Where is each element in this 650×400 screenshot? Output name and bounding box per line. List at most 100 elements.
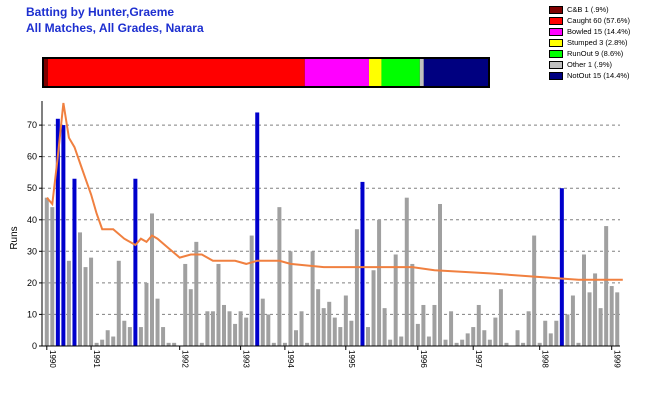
innings-bar — [377, 219, 382, 346]
legend-item: C&B 1 (.9%) — [549, 4, 647, 15]
innings-bar — [100, 339, 105, 346]
legend-label: Bowled 15 (14.4%) — [567, 27, 631, 36]
innings-bar — [161, 327, 166, 346]
y-tick-label: 70 — [27, 120, 37, 130]
innings-bar — [89, 257, 94, 346]
innings-bar — [188, 289, 193, 346]
innings-bar — [44, 197, 49, 346]
legend-item: Caught 60 (57.6%) — [549, 15, 647, 26]
y-axis-label: Runs — [9, 226, 20, 249]
innings-bar — [537, 342, 542, 346]
dismissal-segment-notout — [423, 59, 488, 86]
notout-bar — [360, 181, 365, 346]
innings-bar — [526, 311, 531, 346]
legend: C&B 1 (.9%) Caught 60 (57.6%) Bowled 15 (1… — [549, 4, 647, 81]
innings-bar — [238, 311, 243, 346]
x-tick-label: 1992 — [181, 350, 190, 368]
innings-bar — [415, 323, 420, 346]
innings-bar — [432, 304, 437, 346]
innings-bars — [44, 112, 620, 346]
innings-bar — [138, 327, 143, 346]
x-tick-label: 1996 — [419, 350, 428, 368]
legend-item: Stumped 3 (2.8%) — [549, 37, 647, 48]
legend-label: Stumped 3 (2.8%) — [567, 38, 628, 47]
legend-label: C&B 1 (.9%) — [567, 5, 609, 14]
innings-bar — [393, 254, 398, 346]
legend-label: Other 1 (.9%) — [567, 60, 613, 69]
innings-bar — [194, 241, 199, 346]
innings-bar — [421, 304, 426, 346]
axes — [41, 101, 620, 347]
innings-bar — [587, 292, 592, 346]
innings-bar — [349, 320, 354, 346]
innings-bar — [570, 295, 575, 346]
innings-bar — [388, 339, 393, 346]
x-tick-label: 1995 — [347, 350, 356, 368]
average-line — [46, 102, 623, 281]
legend-swatch — [549, 71, 563, 80]
innings-bar — [127, 327, 132, 346]
x-tick-label: 1999 — [613, 350, 622, 368]
innings-bar — [493, 317, 498, 346]
innings-bar — [122, 320, 127, 346]
innings-bar — [288, 251, 293, 346]
innings-bar — [410, 263, 415, 346]
dismissal-segment-cb — [44, 59, 49, 86]
innings-bar — [260, 298, 265, 346]
innings-bar — [354, 229, 359, 346]
legend-item: Other 1 (.9%) — [549, 59, 647, 70]
innings-bar — [504, 342, 509, 346]
innings-bar — [482, 330, 487, 346]
y-tick-label: 60 — [27, 152, 37, 162]
innings-bar — [465, 333, 470, 346]
innings-bar — [144, 282, 149, 346]
legend-item: NotOut 15 (14.4%) — [549, 70, 647, 81]
innings-bar — [316, 289, 321, 346]
innings-bar — [271, 342, 276, 346]
innings-bar — [615, 292, 620, 346]
innings-bar — [371, 270, 376, 346]
innings-bar — [321, 308, 326, 346]
innings-bar — [199, 342, 204, 346]
innings-bar — [249, 235, 254, 346]
innings-bar — [593, 273, 598, 346]
innings-bar — [299, 311, 304, 346]
innings-bar — [476, 304, 481, 346]
innings-bar — [222, 304, 226, 346]
innings-bar — [399, 336, 404, 346]
x-tick-label: 1991 — [92, 350, 101, 368]
innings-bar — [487, 339, 492, 346]
innings-bar — [282, 342, 287, 346]
legend-item: RunOut 9 (8.6%) — [549, 48, 647, 59]
innings-bar — [366, 327, 370, 346]
x-tick-label: 1994 — [286, 350, 295, 368]
innings-bar — [305, 342, 310, 346]
notout-bar — [72, 178, 77, 346]
innings-bar — [233, 323, 238, 346]
y-tick-label: 30 — [27, 246, 37, 256]
notout-bar — [55, 118, 60, 346]
legend-swatch — [549, 49, 563, 58]
y-tick-label: 50 — [27, 183, 37, 193]
innings-bar — [604, 226, 609, 346]
innings-bar — [327, 301, 332, 346]
legend-label: RunOut 9 (8.6%) — [567, 49, 624, 58]
innings-bar — [66, 260, 71, 346]
innings-bar — [521, 342, 526, 346]
dismissal-summary-bar — [42, 57, 490, 88]
y-tick-label: 10 — [27, 309, 37, 319]
notout-bar — [133, 178, 138, 346]
legend-swatch — [549, 27, 563, 36]
dismissal-segment-caught — [48, 59, 305, 86]
legend-swatch — [549, 38, 563, 47]
innings-bar — [576, 342, 581, 346]
innings-bar — [454, 342, 459, 346]
innings-bar — [554, 320, 559, 346]
innings-bar — [210, 311, 215, 346]
innings-bar — [565, 314, 570, 346]
innings-bar — [94, 342, 99, 346]
innings-bar — [338, 327, 343, 346]
innings-bar — [598, 308, 603, 346]
